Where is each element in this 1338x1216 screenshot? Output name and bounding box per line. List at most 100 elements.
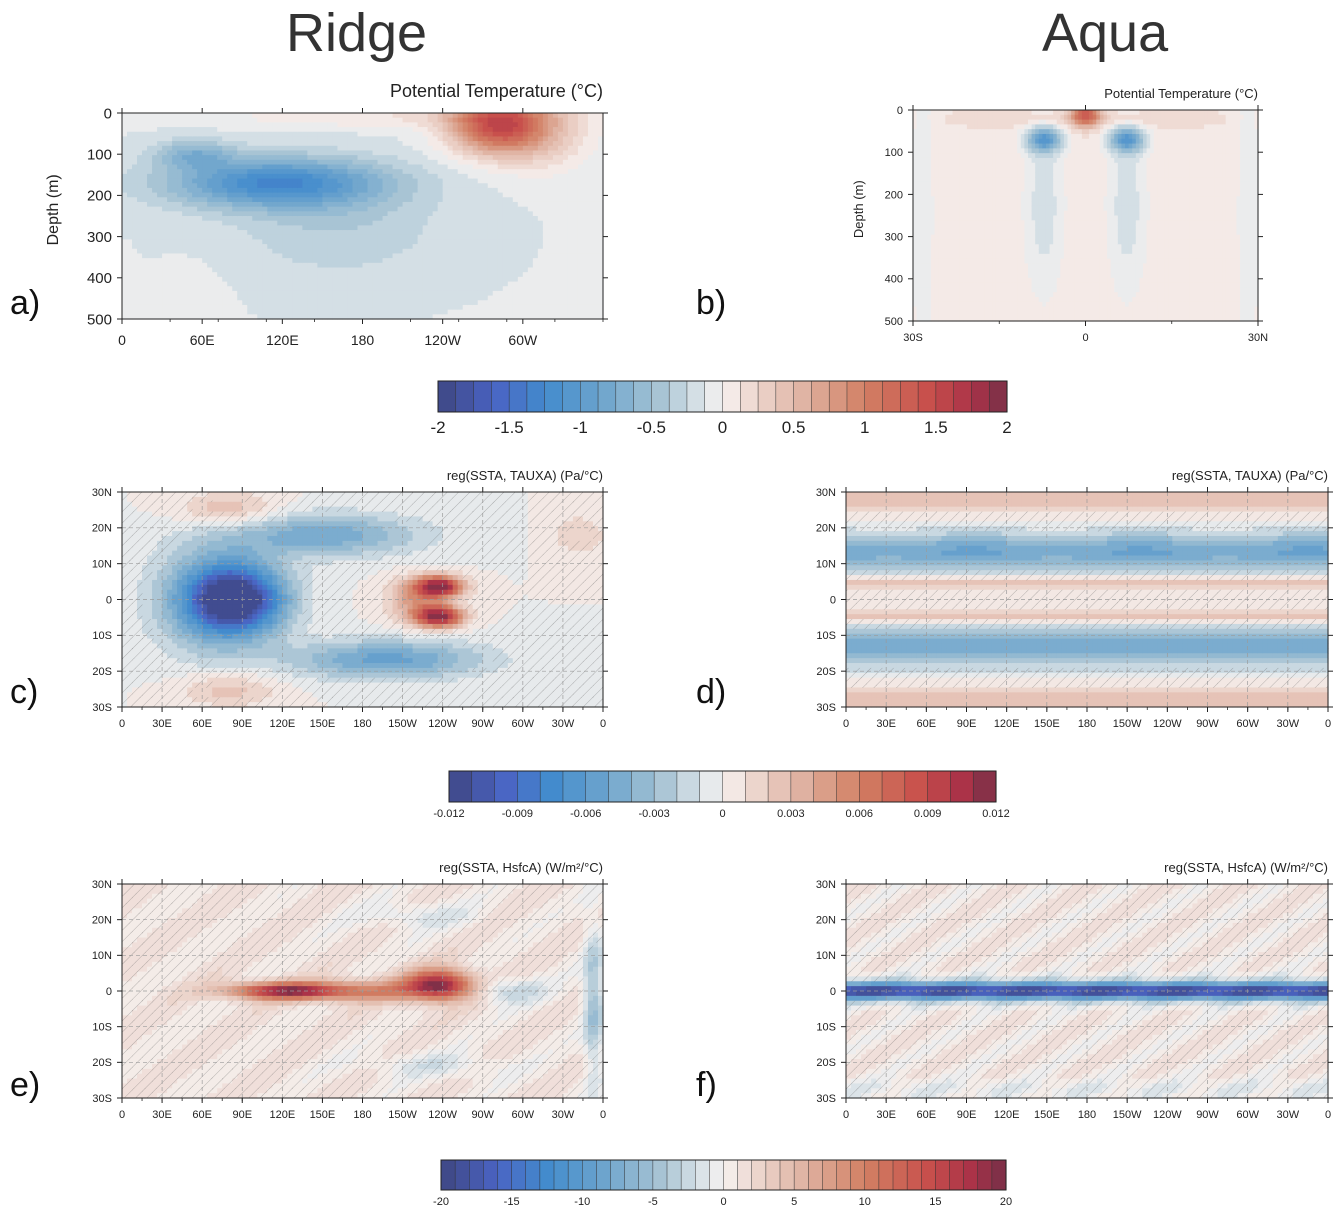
colorbar-frame bbox=[440, 1159, 1007, 1191]
colorbar-label: 0.003 bbox=[777, 808, 805, 820]
colorbar-swatch bbox=[878, 1159, 894, 1191]
panel-b-field bbox=[913, 110, 1259, 322]
colorbar-swatch bbox=[793, 380, 812, 413]
x-tick-label: 30W bbox=[1277, 718, 1300, 730]
x-tick-label: 60E bbox=[190, 332, 215, 348]
colorbar-label: 0 bbox=[719, 808, 725, 820]
colorbar-swatch bbox=[437, 380, 457, 413]
panel-e-title: reg(SSTA, HsfcA) (W/m²/°C) bbox=[439, 860, 603, 875]
x-tick-label: 0 bbox=[1082, 332, 1088, 344]
y-tick-label: 0 bbox=[106, 986, 112, 998]
colorbar-swatch bbox=[544, 380, 564, 413]
colorbar-label: 20 bbox=[1000, 1196, 1012, 1208]
x-tick-label: 0 bbox=[843, 1109, 849, 1121]
x-tick-label: 180 bbox=[351, 332, 375, 348]
x-tick-label: 90W bbox=[1196, 718, 1219, 730]
colorbar-label: -10 bbox=[574, 1196, 590, 1208]
x-tick-label: 120W bbox=[428, 718, 457, 730]
panel-c-hatching bbox=[122, 492, 604, 708]
colorbar-swatch bbox=[882, 380, 901, 413]
colorbar-temp: -2 -1.5 -1 -0.5 0 0.5 1 1.5 2 bbox=[430, 380, 1012, 437]
y-tick-label: 100 bbox=[885, 147, 903, 159]
colorbar-swatch bbox=[567, 1159, 583, 1191]
panel-letter-f: f) bbox=[696, 1066, 717, 1105]
x-tick-label: 180 bbox=[1078, 718, 1096, 730]
colorbar-taux: -0.012 -0.009 -0.006 -0.003 0 0.003 0.006 0.009… bbox=[433, 770, 1010, 820]
y-tick-label: 30N bbox=[816, 487, 836, 499]
x-tick-label: 30E bbox=[152, 1109, 172, 1121]
y-tick-label: 10S bbox=[816, 1022, 836, 1034]
panel-letter-e: e) bbox=[10, 1066, 40, 1105]
panel-c-title: reg(SSTA, TAUXA) (Pa/°C) bbox=[447, 468, 603, 483]
colorbar-swatch bbox=[580, 380, 599, 413]
colorbar-label: 1.5 bbox=[924, 418, 948, 437]
panel-e-gridlines bbox=[122, 884, 603, 1098]
x-tick-label: 0 bbox=[1325, 1109, 1331, 1121]
y-tick-label: 0 bbox=[830, 986, 836, 998]
panel-a-title: Potential Temperature (°C) bbox=[390, 81, 603, 101]
panel-f-gridlines bbox=[846, 884, 1328, 1098]
colorbar-label: -0.5 bbox=[637, 418, 666, 437]
colorbar-swatch bbox=[596, 1159, 612, 1191]
y-tick-label: 20S bbox=[92, 666, 112, 678]
colorbar-swatch bbox=[906, 1159, 922, 1191]
colorbar-swatch bbox=[633, 380, 652, 413]
colorbar-swatch bbox=[850, 1159, 866, 1191]
x-tick-label: 120E bbox=[266, 332, 299, 348]
y-tick-label: 0 bbox=[104, 105, 112, 122]
colorbar-swatch bbox=[991, 1159, 1007, 1191]
colorbar-label: 0 bbox=[718, 418, 727, 437]
colorbar-label: 0.5 bbox=[782, 418, 806, 437]
colorbar-swatch bbox=[508, 380, 528, 413]
x-tick-label: 0 bbox=[1325, 718, 1331, 730]
x-tick-label: 90E bbox=[957, 1109, 977, 1121]
colorbar-swatch bbox=[497, 1159, 513, 1191]
panel-c-gridlines bbox=[122, 492, 603, 707]
x-tick-label: 60W bbox=[512, 1109, 535, 1121]
colorbar-swatch bbox=[977, 1159, 993, 1191]
x-tick-label: 30E bbox=[876, 718, 896, 730]
x-tick-label: 180 bbox=[353, 1109, 371, 1121]
colorbar-label: 0 bbox=[720, 1196, 726, 1208]
y-tick-label: 0 bbox=[830, 594, 836, 606]
colorbar-swatch bbox=[950, 770, 974, 803]
y-tick-label: 20N bbox=[816, 523, 836, 535]
colorbar-swatch bbox=[610, 1159, 626, 1191]
colorbar-swatch bbox=[917, 380, 937, 413]
y-tick-label: 30S bbox=[92, 1093, 112, 1105]
x-tick-label: 120W bbox=[424, 332, 461, 348]
colorbar-swatch bbox=[539, 1159, 555, 1191]
colorbar-swatch bbox=[448, 770, 473, 803]
y-tick-label: 10N bbox=[92, 559, 112, 571]
colorbar-frame bbox=[437, 380, 1008, 413]
y-tick-label: 20N bbox=[816, 915, 836, 927]
colorbar-swatch bbox=[686, 380, 706, 413]
colorbar-frame bbox=[448, 770, 997, 803]
y-tick-label: 20S bbox=[92, 1057, 112, 1069]
colorbar-swatch bbox=[455, 380, 475, 413]
colorbar-swatch bbox=[651, 380, 670, 413]
colorbar-swatch bbox=[473, 380, 492, 413]
panel-e-hatching bbox=[122, 884, 604, 1099]
x-tick-label: 120E bbox=[269, 1109, 295, 1121]
panel-c: 0 30E 60E 90E 120E 150E 180 150W 120W 90W 60W 30W 03… bbox=[92, 468, 608, 730]
colorbar-swatch bbox=[608, 770, 632, 803]
colorbar-label: 10 bbox=[859, 1196, 871, 1208]
colorbar-swatch bbox=[767, 770, 792, 803]
x-tick-label: 120E bbox=[994, 718, 1020, 730]
colorbar-swatch bbox=[737, 1159, 753, 1191]
colorbar-label: 1 bbox=[860, 418, 869, 437]
colorbar-swatch bbox=[881, 770, 906, 803]
x-tick-label: 60W bbox=[508, 332, 538, 348]
colorbar-swatch bbox=[793, 1159, 809, 1191]
x-tick-label: 90E bbox=[232, 718, 252, 730]
y-tick-label: 10S bbox=[92, 1022, 112, 1034]
colorbar-label: -0.012 bbox=[433, 808, 464, 820]
y-tick-label: 500 bbox=[885, 316, 903, 328]
panel-a-field bbox=[122, 113, 604, 320]
x-tick-label: 30E bbox=[876, 1109, 896, 1121]
x-tick-label: 150W bbox=[1113, 718, 1142, 730]
x-tick-label: 60E bbox=[917, 718, 937, 730]
colorbar-swatch bbox=[723, 1159, 739, 1191]
y-tick-label: 10S bbox=[92, 630, 112, 642]
